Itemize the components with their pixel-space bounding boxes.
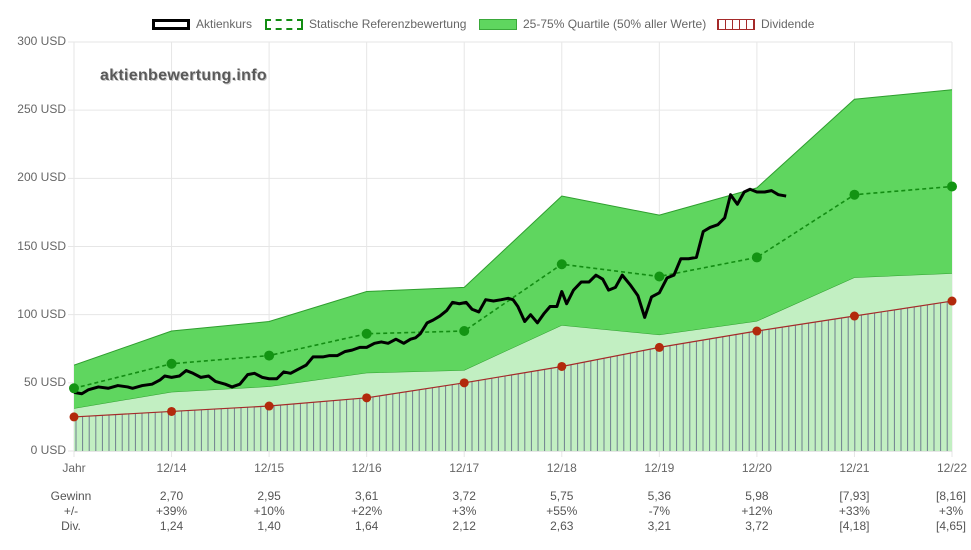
quartile-upper-line (74, 89, 952, 366)
table-cell: 1,64 (354, 519, 379, 533)
dividend-point (264, 401, 274, 411)
table-cell: +39% (156, 504, 188, 518)
table-row-label: Div. (61, 519, 81, 533)
dividend-point (947, 296, 957, 306)
table-cell: 5,75 (550, 489, 574, 503)
legend-label-price: Aktienkurs (196, 17, 253, 31)
x-tick-label: 12/21 (839, 461, 870, 475)
table-cell: [4,65] (935, 519, 967, 533)
y-tick-label: 50 USD (23, 374, 66, 389)
legend-label-reference: Statische Referenzbewertung (309, 17, 467, 31)
table-cell: [8,16] (935, 489, 967, 503)
price-line (73, 187, 787, 396)
table-cell: 3,72 (745, 519, 769, 533)
table-cell: +33% (838, 504, 870, 518)
table-cell: [7,93] (839, 489, 870, 503)
table-cell: 2,70 (159, 489, 184, 503)
y-tick-label: 200 USD (17, 170, 66, 185)
reference-point (166, 358, 177, 369)
reference-point (947, 181, 957, 192)
quartile-band (74, 89, 952, 409)
table-cell: 1,40 (257, 519, 281, 533)
x-tick-label: 12/17 (449, 461, 480, 475)
dividend-point (459, 378, 469, 388)
x-tick-label: 12/16 (351, 461, 382, 475)
table-cell: +55% (546, 504, 578, 518)
dividend-point (557, 361, 567, 371)
table-row-label: Gewinn (50, 489, 92, 503)
legend-swatch-quartile (479, 18, 517, 30)
table-cell: 2,63 (550, 519, 574, 533)
dividend-hatch (75, 301, 948, 451)
reference-line (73, 185, 953, 390)
x-tick-label: 12/19 (644, 461, 675, 475)
watermark: aktienbewertung.info (100, 67, 267, 84)
table-cell: +10% (253, 504, 285, 518)
y-tick-label: 0 USD (30, 443, 66, 457)
legend-label-dividend: Dividende (761, 17, 815, 31)
reference-point (459, 326, 470, 337)
x-tick-label: 12/14 (156, 461, 187, 475)
table-cell: +3% (452, 504, 477, 518)
series-points (69, 181, 957, 422)
y-tick-label: 300 USD (17, 34, 66, 48)
legend: Aktienkurs Statische Referenzbewertung 2… (0, 14, 971, 36)
table-cell: 2,95 (257, 489, 281, 503)
table-cell: 5,36 (647, 489, 672, 503)
dividend-point (654, 342, 664, 352)
reference-point (556, 259, 567, 270)
table-cell: 2,12 (452, 519, 476, 533)
dividend-point (849, 311, 859, 321)
x-tick-label: 12/18 (546, 461, 577, 475)
quartile-areas (74, 89, 952, 451)
legend-item-reference[interactable]: Statische Referenzbewertung (265, 14, 466, 34)
y-tick-label: 100 USD (17, 306, 66, 321)
table-cell: +12% (741, 504, 773, 518)
table-cell: -7% (648, 504, 670, 518)
legend-swatch-price (152, 18, 190, 30)
table-cell: 3,61 (354, 489, 379, 503)
y-tick-label: 150 USD (17, 238, 66, 253)
x-tick-label: 12/20 (741, 461, 772, 475)
table-cell: [4,18] (839, 519, 870, 533)
table-cell: 3,21 (647, 519, 672, 533)
table-cell: 3,72 (452, 489, 476, 503)
y-tick-label: 250 USD (17, 102, 66, 117)
reference-point (654, 271, 665, 282)
legend-item-quartile[interactable]: 25-75% Quartile (50% aller Werte) (479, 14, 706, 34)
legend-item-price[interactable]: Aktienkurs (152, 14, 252, 34)
dividend-point (752, 326, 762, 336)
table-cell: 1,24 (159, 519, 184, 533)
x-tick-label: Jahr (62, 461, 86, 475)
reference-point (264, 350, 275, 361)
dividend-point (167, 406, 177, 416)
x-tick-label: 12/22 (936, 461, 968, 475)
reference-point (849, 189, 860, 200)
legend-label-quartile: 25-75% Quartile (50% aller Werte) (523, 17, 707, 31)
table-row-label: +/- (63, 504, 79, 518)
dividend-point (69, 412, 79, 422)
legend-item-dividend[interactable]: Dividende (717, 14, 814, 34)
reference-point (751, 252, 762, 263)
x-tick-label: 12/15 (254, 461, 285, 475)
dividend-line (73, 300, 953, 418)
legend-swatch-reference (265, 18, 303, 30)
table-cell: 5,98 (745, 489, 769, 503)
table-cell: +22% (351, 504, 383, 518)
table-cell: +3% (938, 504, 964, 518)
reference-point (361, 328, 372, 339)
reference-point (69, 383, 79, 394)
dividend-point (362, 393, 372, 403)
series-lines (73, 185, 953, 418)
legend-swatch-dividend (717, 18, 755, 30)
